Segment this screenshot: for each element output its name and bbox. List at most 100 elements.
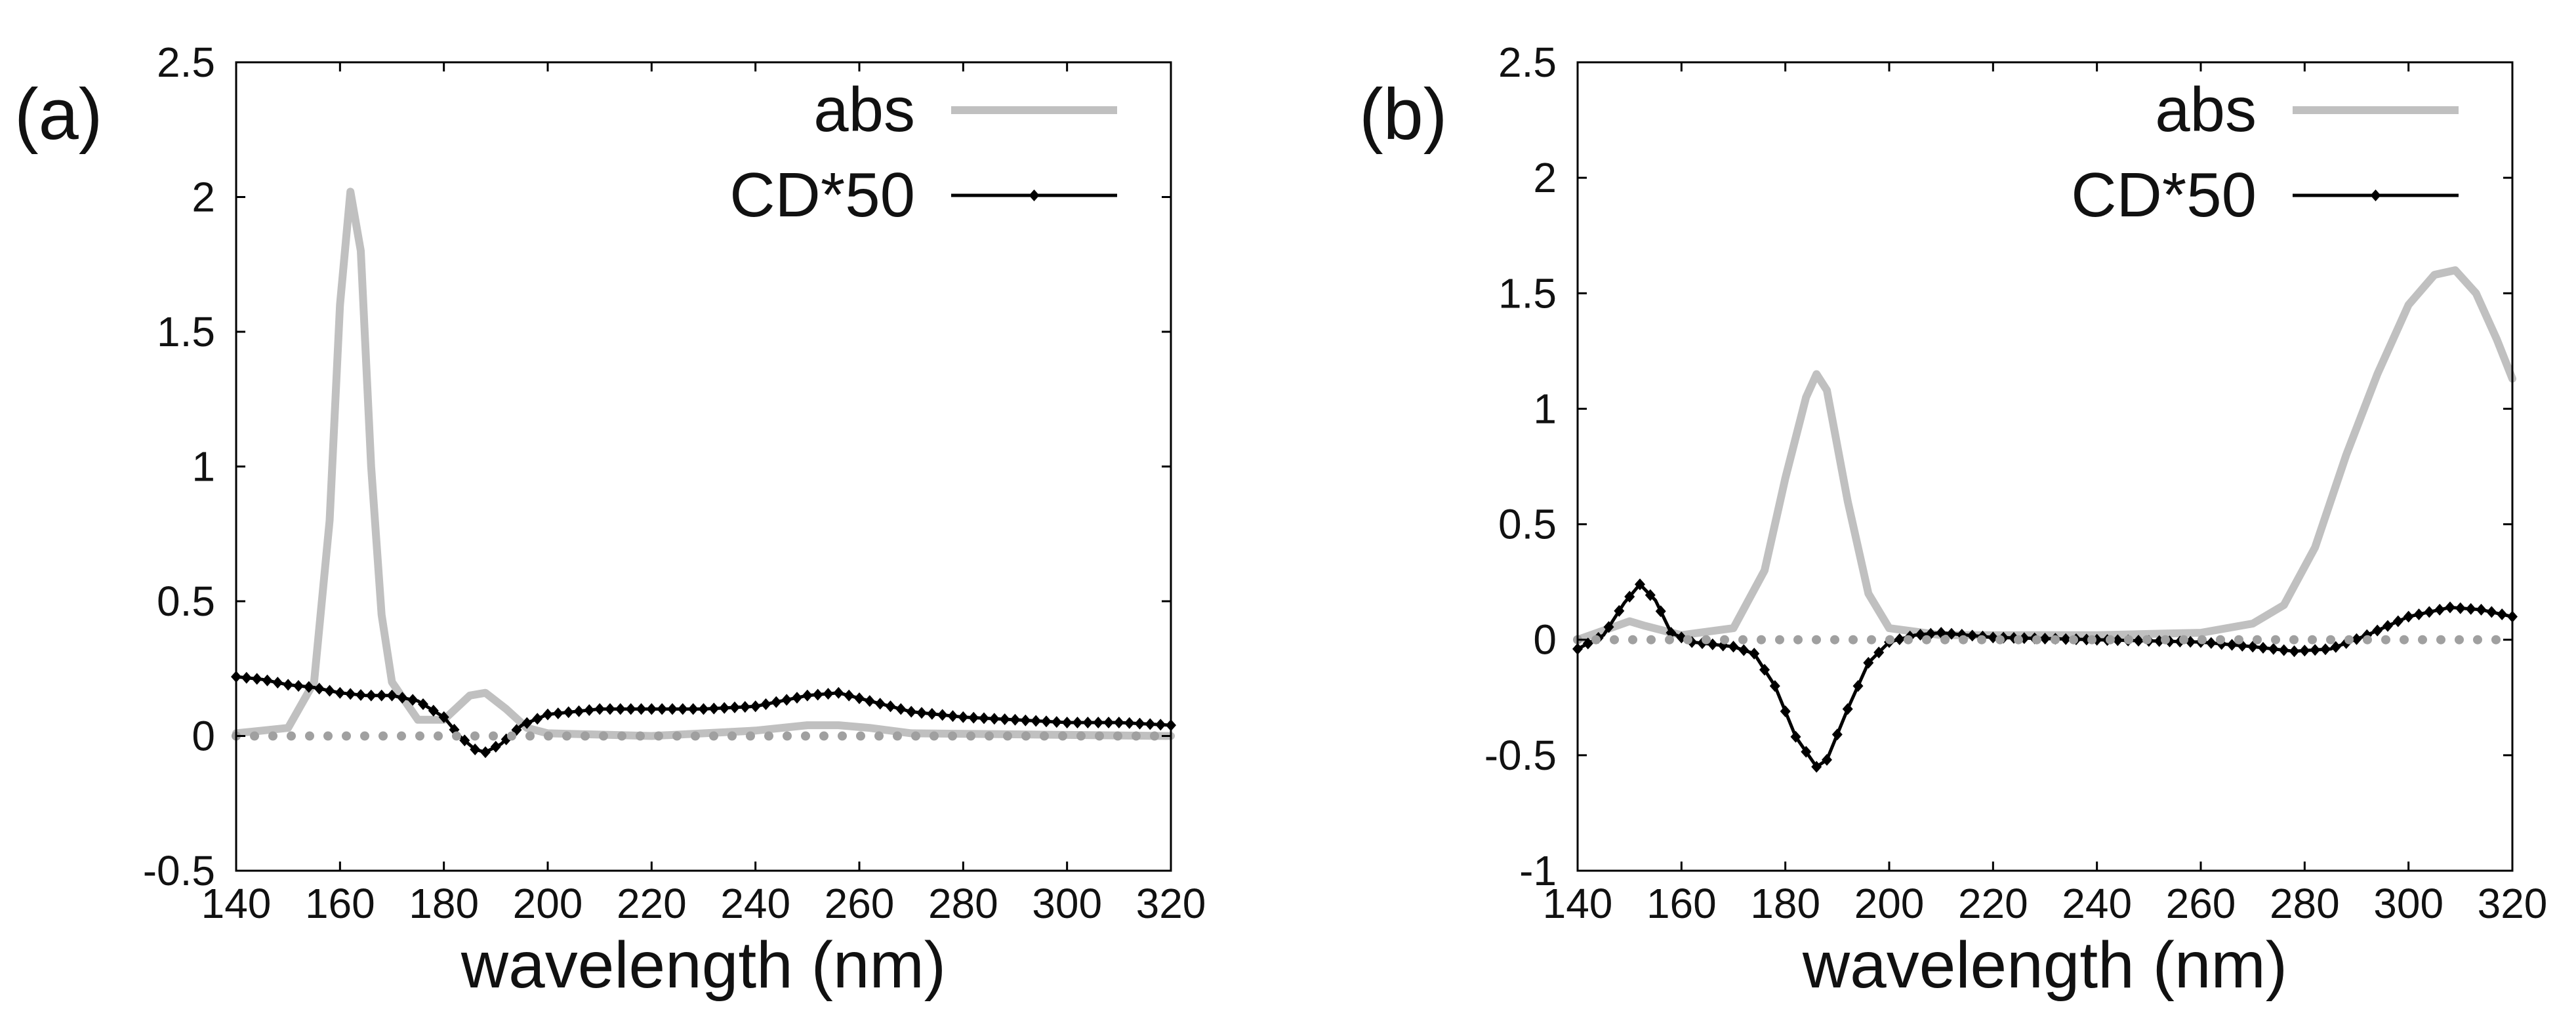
cd-data-point [1113,717,1124,728]
cd-data-point [490,740,501,753]
cd-data-point [1842,703,1853,715]
cd-data-point [324,685,335,697]
cd-data-point [1873,646,1885,659]
cd-data-point [1124,717,1135,729]
cd-data-point [1031,715,1042,727]
cd-data-point [1134,717,1145,730]
x-tick-label: 320 [1136,880,1206,927]
y-tick-label: 0.5 [1498,501,1557,548]
cd-data-point [1894,633,1905,645]
cd-data-point [251,673,262,685]
cd-data-point [2351,633,2362,645]
cd-data-point [1155,719,1166,731]
cd-data-point [1072,717,1083,728]
legend-label-cd: CD*50 [729,160,915,230]
cd-data-point [1831,728,1843,741]
cd-data-point [1780,705,1791,717]
cd-data-point [833,686,844,699]
cd-data-point [926,707,937,720]
cd-data-point [1020,714,1031,726]
cd-data-point [792,692,802,704]
cd-data-point [1738,644,1749,656]
cd-data-point [2392,615,2403,627]
cd-data-point [314,683,325,695]
x-tick-label: 260 [2166,880,2236,927]
y-tick-label: 1.5 [1498,269,1557,317]
panel-label: (b) [1359,74,1447,155]
cd-data-point [1769,680,1780,692]
cd-data-point [823,688,834,700]
cd-data-point [376,689,387,702]
cd-data-point [646,703,657,715]
cd-data-point [262,674,273,686]
cd-data-point [303,681,314,693]
cd-data-point [781,694,792,706]
cd-data-point [1863,656,1874,669]
cd-data-point [2424,606,2435,618]
cd-data-point [1624,591,1635,603]
cd-data-point [2310,644,2321,656]
series-line-cd [1576,582,2513,768]
cd-data-point [968,711,979,724]
cd-data-point [293,680,304,692]
cd-data-point [552,707,563,719]
x-tick-label: 300 [2373,880,2443,927]
cd-data-point [563,706,574,719]
cd-data-point [729,701,740,713]
x-tick-label: 180 [409,880,479,927]
cd-data-point [1103,717,1114,728]
cd-data-point [1790,730,1801,743]
x-tick-label: 260 [825,880,895,927]
cd-data-point [615,703,626,715]
cd-data-point [1822,753,1832,766]
cd-data-point [2455,602,2466,614]
cd-data-point [2205,637,2217,649]
cd-data-point [750,700,761,713]
cd-data-point [2133,635,2144,647]
cd-data-point [708,702,720,715]
cd-data-point [1010,713,1021,726]
cd-data-point [2465,603,2476,615]
cd-data-point [2226,639,2238,651]
plot-frame [1576,61,2514,872]
cd-data-point [407,694,419,706]
cd-data-point [1041,715,1052,728]
cd-data-point [356,689,366,701]
cd-data-point [719,702,730,714]
cd-data-point [438,711,449,723]
cd-data-point [2434,603,2445,616]
cd-data-point [1635,578,1645,591]
cd-data-point [2320,643,2331,656]
cd-data-point [687,703,699,715]
y-tick-label: 2 [192,174,215,221]
x-tick-label: 240 [720,880,790,927]
cd-data-point [1145,718,1156,730]
cd-data-point [999,713,1010,725]
cd-data-point [989,713,1000,725]
cd-data-point [677,703,688,715]
cd-data-point [698,703,709,715]
cd-data-point [365,689,377,702]
cd-data-point [864,695,875,707]
legend-marker-cd [1029,189,1040,201]
cd-data-point [345,688,356,700]
cd-data-point [2445,601,2455,614]
cd-data-point [2039,633,2051,645]
x-tick-label: 220 [1958,880,2028,927]
cd-data-point [2476,603,2487,616]
cd-data-point [1645,589,1656,601]
cd-data-point [521,717,533,729]
cd-data-point [657,703,668,715]
y-tick-label: -0.5 [143,847,215,894]
cd-data-point [937,709,948,721]
cd-data-point [1061,717,1073,728]
legend-label-cd: CD*50 [2071,160,2257,230]
cd-data-point [2497,608,2508,620]
cd-data-point [480,746,491,759]
cd-data-point [2299,645,2310,657]
cd-data-point [1082,717,1094,728]
chart-panel-a: (a) abs CD*50 140 160 180 200 220 240 260 280 300… [14,39,1206,1002]
cd-data-point [2486,606,2497,618]
y-tick-label: 2.5 [1498,39,1557,86]
x-tick-label: 140 [201,880,272,927]
